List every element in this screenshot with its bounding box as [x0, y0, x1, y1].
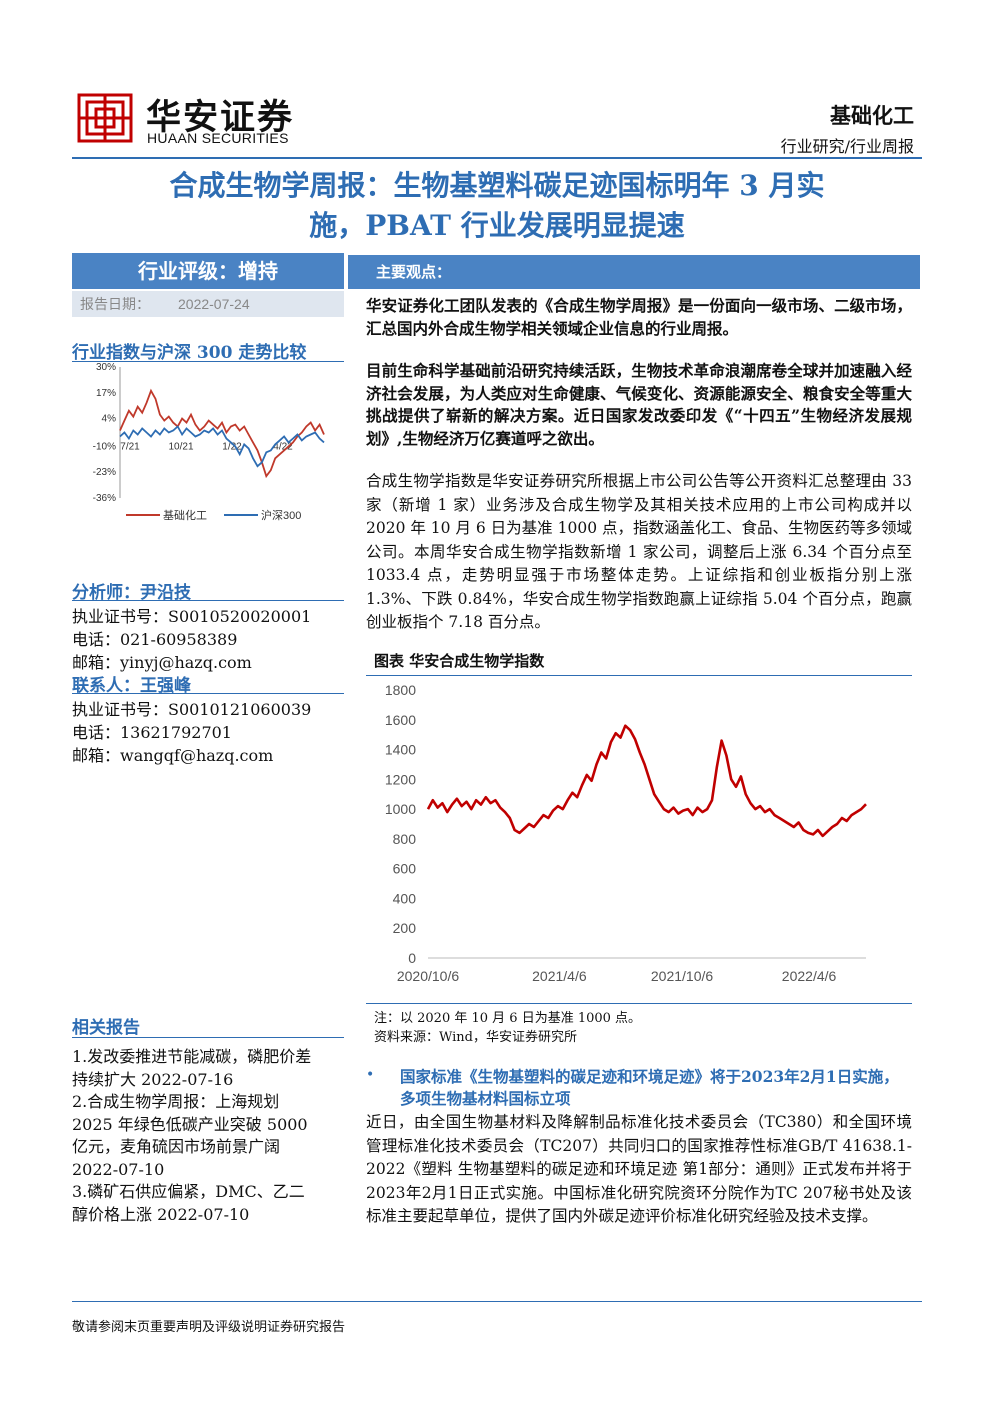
x-tick-label: 1/22 — [222, 441, 242, 452]
y-tick-label: -10% — [93, 441, 116, 452]
related-report-line: 醇价格上涨 2022-07-10 — [72, 1204, 250, 1224]
related-report-line: 2025 年绿色低碳产业突破 5000 — [72, 1114, 308, 1134]
contact-cert: 执业证书号：S0010121060039 — [72, 700, 312, 719]
figure-title: 图表 华安合成生物学指数 — [374, 652, 545, 670]
y-tick-label: 200 — [393, 920, 417, 936]
index-comparison-heading: 行业指数与沪深 300 走势比较 — [72, 343, 307, 363]
x-tick-label: 4/22 — [273, 441, 293, 452]
figure-bottom-rule — [366, 1003, 912, 1004]
footer-divider — [72, 1301, 922, 1302]
legend-label: 基础化工 — [163, 508, 207, 522]
related-report-line: 1.发改委推进节能减碳，磷肥价差 — [72, 1047, 312, 1066]
y-tick-label: 1800 — [385, 682, 416, 698]
y-tick-label: 800 — [393, 831, 417, 847]
legend-label: 沪深300 — [261, 508, 301, 522]
y-tick-label: 1600 — [385, 712, 416, 728]
y-tick-label: 400 — [393, 890, 417, 906]
x-tick-label: 2022/4/6 — [782, 968, 837, 984]
y-tick-label: -23% — [93, 467, 116, 478]
analyst-email[interactable]: 邮箱：yinyj@hazq.com — [72, 653, 252, 672]
y-tick-label: 30% — [96, 362, 116, 373]
contact-email[interactable]: 邮箱：wangqf@hazq.com — [72, 746, 274, 765]
standard-news-paragraph: 近日，由全国生物基材料及降解制品标准化技术委员会（TC380）和全国环境管理标准… — [366, 1113, 912, 1225]
y-tick-label: 17% — [96, 388, 116, 399]
related-report-line: 持续扩大 2022-07-16 — [72, 1069, 234, 1089]
intro-paragraph: 华安证券化工团队发表的《合成生物学周报》是一份面向一级市场、二级市场，汇总国内外… — [366, 296, 912, 338]
figure-top-rule — [366, 675, 912, 676]
series-line-chemical — [119, 388, 325, 479]
index-comparison-chart: 30% 17% 4% -10% -23% -36% 7/21 10/21 1/22 4/22 基础化… — [93, 362, 325, 522]
contact-heading-rule — [72, 693, 344, 694]
related-heading-rule — [72, 1037, 344, 1038]
y-tick-label: 1200 — [385, 771, 416, 787]
analyst-phone: 电话：021-60958389 — [72, 630, 238, 649]
analyst-cert: 执业证书号：S0010520020001 — [72, 607, 312, 626]
report-date-value: 2022-07-24 — [178, 296, 250, 312]
y-tick-label: -36% — [93, 493, 116, 504]
x-tick-label: 10/21 — [168, 441, 193, 452]
analyst-heading: 分析师：尹沿技 — [72, 583, 191, 603]
index-paragraph: 合成生物学指数是华安证券研究所根据上市公司公告等公开资料汇总整理由 33 家（新… — [366, 472, 912, 631]
main-views-heading: 主要观点： — [348, 255, 920, 289]
related-report-line: 3.磷矿石供应偏紧，DMC、乙二 — [72, 1182, 305, 1201]
y-tick-label: 1000 — [385, 801, 416, 817]
synbio-index-chart: 0 200 400 600 800 1000 1200 1400 1600 1800 2020/10… — [385, 682, 867, 984]
report-date: 报告日期： 2022-07-24 — [72, 291, 344, 317]
index-heading-rule — [72, 361, 344, 362]
x-tick-label: 2021/10/6 — [651, 968, 713, 984]
analyst-heading-rule — [72, 600, 344, 601]
bullet-icon: • — [366, 1067, 375, 1083]
report-title-line2: 施，PBAT 行业发展明显提速 — [309, 209, 685, 242]
x-tick-label: 7/21 — [120, 441, 140, 452]
related-reports-heading: 相关报告 — [72, 1018, 140, 1038]
report-type: 行业研究/行业周报 — [780, 137, 914, 156]
y-tick-label: 0 — [408, 950, 416, 966]
contact-phone: 电话：13621792701 — [72, 723, 232, 742]
standard-news-heading: 国家标准《生物基塑料的碳足迹和环境足迹》将于2023年2月1日实施，多项生物基材… — [400, 1067, 899, 1108]
x-tick-label: 2020/10/6 — [397, 968, 459, 984]
report-date-label: 报告日期： — [80, 297, 150, 313]
logo-emblem — [77, 93, 133, 143]
related-report-line: 亿元，麦角硫因市场前景广阔 — [72, 1137, 281, 1156]
footer-disclaimer: 敬请参阅末页重要声明及评级说明证券研究报告 — [72, 1320, 346, 1335]
header-divider — [72, 157, 922, 159]
related-report-line: 2022-07-10 — [72, 1159, 165, 1179]
contact-heading: 联系人：王强峰 — [72, 676, 191, 696]
x-tick-label: 2021/4/6 — [532, 968, 587, 984]
index-series-line — [426, 724, 867, 838]
background-paragraph: 目前生命科学基础前沿研究持续活跃，生物技术革命浪潮席卷全球并加速融入经济社会发展… — [366, 361, 912, 448]
sector-name: 基础化工 — [830, 103, 914, 128]
y-tick-label: 1400 — [385, 742, 416, 758]
report-title-line1: 合成生物学周报：生物基塑料碳足迹国标明年 3 月实 — [169, 169, 825, 202]
figure-source: 资料来源：Wind，华安证券研究所 — [374, 1030, 577, 1045]
logo-english-name: HUAAN SECURITIES — [147, 130, 289, 146]
industry-rating: 行业评级：增持 — [72, 253, 344, 289]
figure-note: 注：以 2020 年 10 月 6 日为基准 1000 点。 — [374, 1011, 642, 1026]
series-line-csi300 — [119, 425, 325, 468]
y-tick-label: 4% — [102, 414, 117, 425]
logo-chinese-name: 华安证券 — [146, 97, 295, 138]
y-tick-label: 600 — [393, 861, 417, 877]
related-report-line: 2.合成生物学周报：上海规划 — [72, 1092, 280, 1111]
